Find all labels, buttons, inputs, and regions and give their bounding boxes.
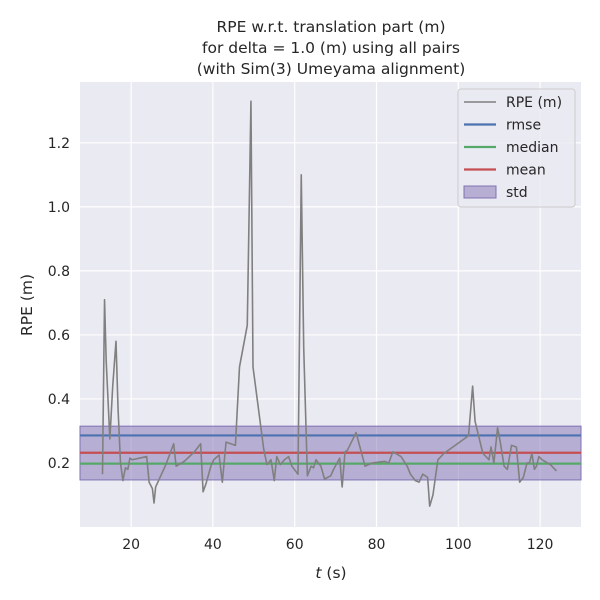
x-tick-label: 60 <box>286 537 304 553</box>
legend-label: mean <box>506 163 546 179</box>
y-tick-labels: 0.2 0.4 0.6 0.8 1.0 1.2 <box>48 136 70 472</box>
title-line-2: for delta = 1.0 (m) using all pairs <box>202 39 460 57</box>
x-tick-label: 40 <box>204 537 222 553</box>
x-axis-label-unit: (s) <box>321 564 346 582</box>
x-axis-label: t (s) <box>315 564 346 582</box>
x-axis-label-symbol: t <box>315 564 322 582</box>
x-tick-labels: 20 40 60 80 100 120 <box>122 537 553 553</box>
y-tick-label: 1.2 <box>48 136 70 152</box>
y-tick-label: 0.4 <box>48 392 70 408</box>
series-group <box>101 100 558 507</box>
x-tick-label: 20 <box>122 537 140 553</box>
legend-frame <box>457 88 576 208</box>
x-tick-label: 100 <box>445 537 472 553</box>
y-axis-label: RPE (m) <box>18 274 36 336</box>
legend: RPE (m) rmse median mean std <box>457 88 576 208</box>
rpe-series-line <box>101 100 558 507</box>
y-tick-label: 0.2 <box>48 456 70 472</box>
title-line-1: RPE w.r.t. translation part (m) <box>216 18 445 36</box>
chart-title: RPE w.r.t. translation part (m) for delt… <box>197 18 466 78</box>
y-tick-label: 0.8 <box>48 264 70 280</box>
y-tick-label: 1.0 <box>48 200 70 216</box>
x-tick-label: 80 <box>368 537 386 553</box>
x-tick-label: 120 <box>527 537 554 553</box>
legend-label: median <box>506 140 558 156</box>
legend-label: std <box>506 185 528 201</box>
legend-label: RPE (m) <box>506 95 562 111</box>
legend-label: rmse <box>506 118 541 134</box>
legend-swatch-std <box>463 185 497 199</box>
y-tick-label: 0.6 <box>48 328 70 344</box>
title-line-3: (with Sim(3) Umeyama alignment) <box>197 60 466 78</box>
